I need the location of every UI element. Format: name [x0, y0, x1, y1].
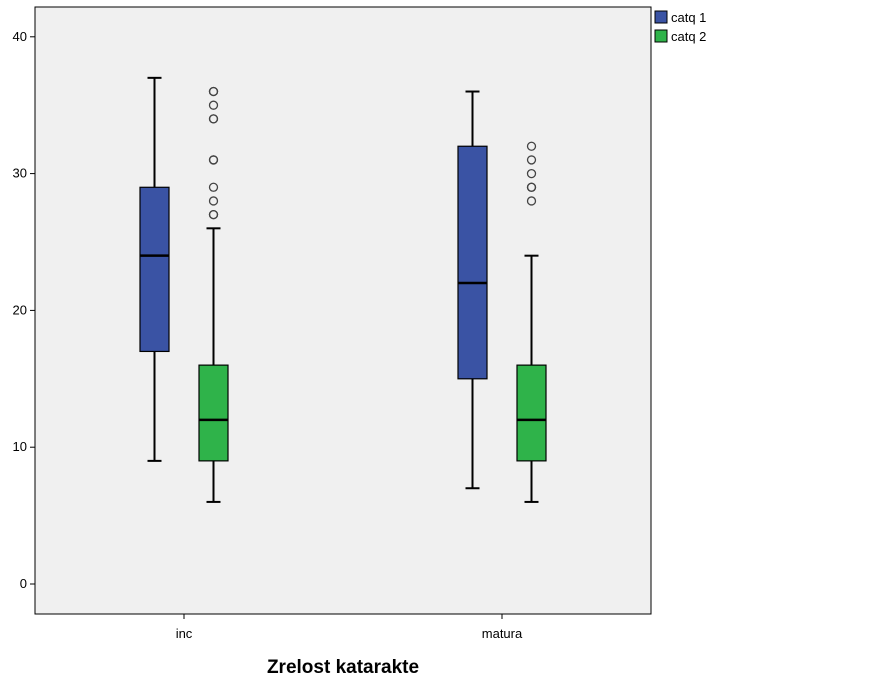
y-tick-label: 30 — [13, 166, 27, 181]
outlier-point — [208, 182, 219, 192]
legend-swatch — [654, 10, 668, 24]
plot-area — [34, 6, 652, 615]
box — [457, 145, 488, 380]
outlier-point — [208, 196, 219, 206]
x-axis-title: Zrelost katarakte — [267, 657, 419, 678]
outlier-point — [526, 196, 537, 206]
legend-label: catq 1 — [671, 10, 706, 25]
outlier-point — [208, 100, 219, 110]
y-tick-label: 0 — [20, 576, 27, 591]
box — [516, 364, 547, 462]
box — [139, 186, 170, 353]
x-tick-label: matura — [482, 626, 523, 641]
boxes — [139, 76, 547, 503]
legend-label: catq 2 — [671, 29, 706, 44]
box-group — [139, 76, 170, 462]
legend: catq 1 catq 2 — [654, 10, 706, 44]
x-axis: inc matura — [176, 614, 523, 641]
outlier-point — [208, 86, 219, 97]
outlier-point — [526, 155, 537, 165]
y-tick-label: 10 — [13, 439, 27, 454]
outlier-point — [208, 155, 219, 165]
outlier-point — [208, 209, 219, 220]
box — [198, 364, 229, 462]
x-tick-label: inc — [176, 626, 193, 641]
outlier-point — [208, 114, 219, 124]
y-tick-label: 40 — [13, 29, 27, 44]
box-group — [198, 86, 229, 503]
outlier-point — [526, 141, 537, 151]
y-axis: 0 10 20 30 40 — [13, 29, 35, 591]
outlier-point — [526, 168, 537, 179]
y-tick-label: 20 — [13, 302, 27, 317]
outlier-point — [526, 182, 537, 192]
box-group — [516, 141, 547, 503]
legend-swatch — [654, 29, 668, 43]
box-group — [457, 90, 488, 490]
